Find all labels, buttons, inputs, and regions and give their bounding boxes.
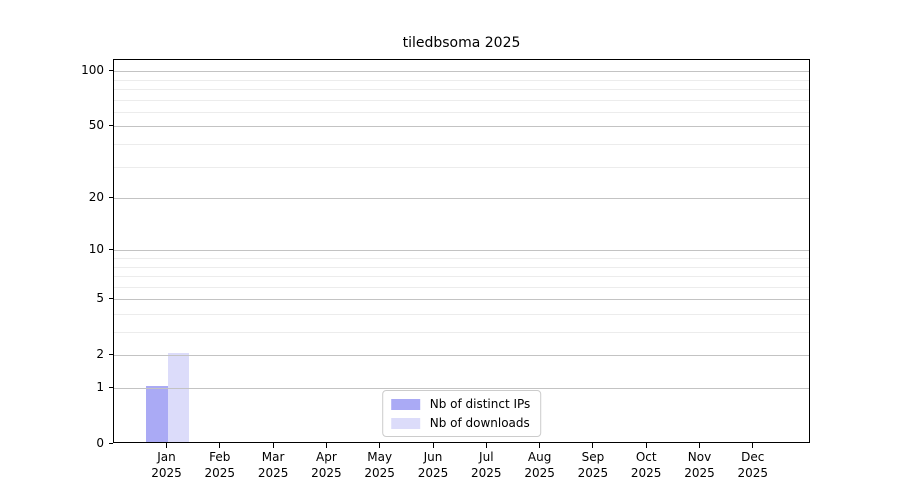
x-tick — [272, 443, 274, 448]
y-gridline-minor — [114, 166, 809, 168]
y-tick-label: 0 — [96, 436, 104, 450]
x-tick-label: Jan 2025 — [135, 450, 199, 481]
x-tick-year: 2025 — [417, 465, 449, 480]
x-tick-label: Oct 2025 — [614, 450, 678, 481]
x-tick-month: Apr — [316, 450, 337, 464]
legend-item-downloads: Nb of downloads — [390, 416, 531, 430]
y-tick-label: 2 — [96, 347, 104, 362]
x-tick-year: 2025 — [204, 465, 236, 480]
y-tick-label: 1 — [96, 380, 104, 394]
y-tick — [108, 297, 113, 299]
x-tick-month: Nov — [687, 450, 712, 464]
x-tick-month: Jul — [479, 450, 494, 464]
x-tick-year: 2025 — [737, 465, 769, 480]
y-gridline-minor — [114, 266, 809, 268]
y-gridline-minor — [114, 314, 809, 315]
x-tick — [592, 443, 594, 448]
y-gridline-major — [114, 126, 809, 128]
x-tick-month: Oct — [635, 450, 657, 464]
x-tick — [699, 443, 700, 448]
x-tick — [752, 443, 754, 448]
x-tick-year: 2025 — [630, 465, 662, 480]
x-tick-label: Dec 2025 — [721, 450, 785, 481]
y-gridline-major — [114, 388, 809, 389]
x-tick-year: 2025 — [684, 465, 715, 480]
legend-label: Nb of distinct IPs — [429, 397, 531, 411]
y-gridline-major — [114, 355, 809, 357]
y-gridline-minor — [114, 144, 809, 145]
legend-item-distinct-ips: Nb of distinct IPs — [390, 397, 531, 411]
bar — [146, 386, 168, 442]
x-tick-label: May 2025 — [348, 450, 412, 481]
x-tick-year: 2025 — [151, 465, 182, 480]
x-tick-year: 2025 — [311, 465, 342, 480]
x-tick-label: Mar 2025 — [241, 450, 305, 481]
y-tick-label: 50 — [88, 118, 104, 133]
legend-swatch — [390, 417, 420, 429]
y-tick-label: 20 — [88, 190, 104, 205]
x-tick — [379, 443, 381, 448]
x-tick — [219, 443, 221, 448]
x-tick-year: 2025 — [524, 465, 555, 480]
y-tick — [108, 442, 113, 444]
x-tick-year: 2025 — [471, 465, 502, 480]
x-tick — [645, 443, 647, 448]
y-tick — [108, 69, 113, 71]
x-tick-label: Apr 2025 — [294, 450, 358, 481]
chart-title: tiledbsoma 2025 — [402, 35, 521, 51]
legend-label: Nb of downloads — [429, 416, 530, 430]
x-tick — [539, 443, 541, 448]
y-tick-label: 100 — [81, 63, 104, 78]
x-tick-month: Feb — [209, 450, 231, 464]
x-tick — [325, 443, 327, 448]
y-gridline-minor — [114, 99, 809, 101]
y-gridline-minor — [114, 111, 809, 113]
y-gridline-major — [114, 198, 809, 200]
y-gridline-minor — [114, 258, 809, 259]
x-tick-month: Dec — [741, 450, 765, 464]
y-gridline-major — [114, 250, 809, 252]
y-gridline-minor — [114, 332, 809, 333]
x-tick-year: 2025 — [257, 465, 289, 480]
y-gridline-minor — [114, 79, 809, 81]
x-tick-month: Sep — [581, 450, 605, 464]
legend-swatch — [390, 398, 420, 410]
x-tick-label: Jun 2025 — [401, 450, 465, 481]
y-tick — [108, 248, 113, 250]
x-tick-month: Mar — [261, 450, 285, 464]
x-tick-label: Nov 2025 — [668, 450, 732, 481]
x-tick-label: Sep 2025 — [561, 450, 625, 481]
y-tick — [108, 386, 113, 388]
y-gridline-minor — [114, 286, 809, 288]
x-tick-label: Feb 2025 — [188, 450, 252, 481]
x-tick-month: Jun — [423, 450, 443, 464]
x-tick-label: Aug 2025 — [508, 450, 572, 481]
plot-area: Nb of distinct IPs Nb of downloads — [113, 59, 810, 443]
legend: Nb of distinct IPs Nb of downloads — [381, 390, 542, 437]
x-tick-year: 2025 — [364, 465, 395, 480]
x-tick-label: Jul 2025 — [454, 450, 518, 481]
x-tick-month: Jan — [157, 450, 176, 464]
y-gridline-major — [114, 71, 809, 73]
x-tick-month: May — [367, 450, 393, 464]
y-gridline-major — [114, 299, 809, 301]
y-tick-label: 5 — [96, 291, 104, 306]
y-tick-label: 10 — [88, 242, 104, 257]
y-gridline-minor — [114, 276, 809, 277]
x-tick — [432, 443, 434, 448]
y-gridline-minor — [114, 89, 809, 90]
y-tick — [108, 124, 113, 126]
y-tick — [108, 196, 113, 198]
x-tick-year: 2025 — [577, 465, 609, 480]
bar — [167, 353, 189, 442]
x-tick-month: Aug — [527, 450, 552, 464]
y-tick — [108, 353, 113, 355]
x-tick — [166, 443, 167, 448]
x-tick — [485, 443, 487, 448]
